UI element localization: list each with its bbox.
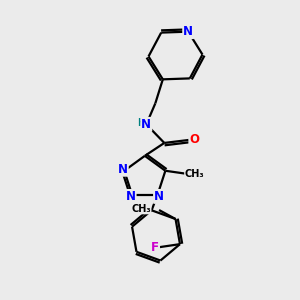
Text: CH₃: CH₃ (185, 169, 205, 179)
Text: H: H (137, 118, 145, 128)
Text: N: N (118, 163, 128, 176)
Text: O: O (189, 134, 199, 146)
Text: N: N (154, 190, 164, 203)
Text: N: N (126, 190, 136, 203)
Text: N: N (141, 118, 151, 131)
Text: N: N (183, 25, 193, 38)
Text: CH₃: CH₃ (131, 203, 151, 214)
Text: F: F (151, 241, 159, 254)
